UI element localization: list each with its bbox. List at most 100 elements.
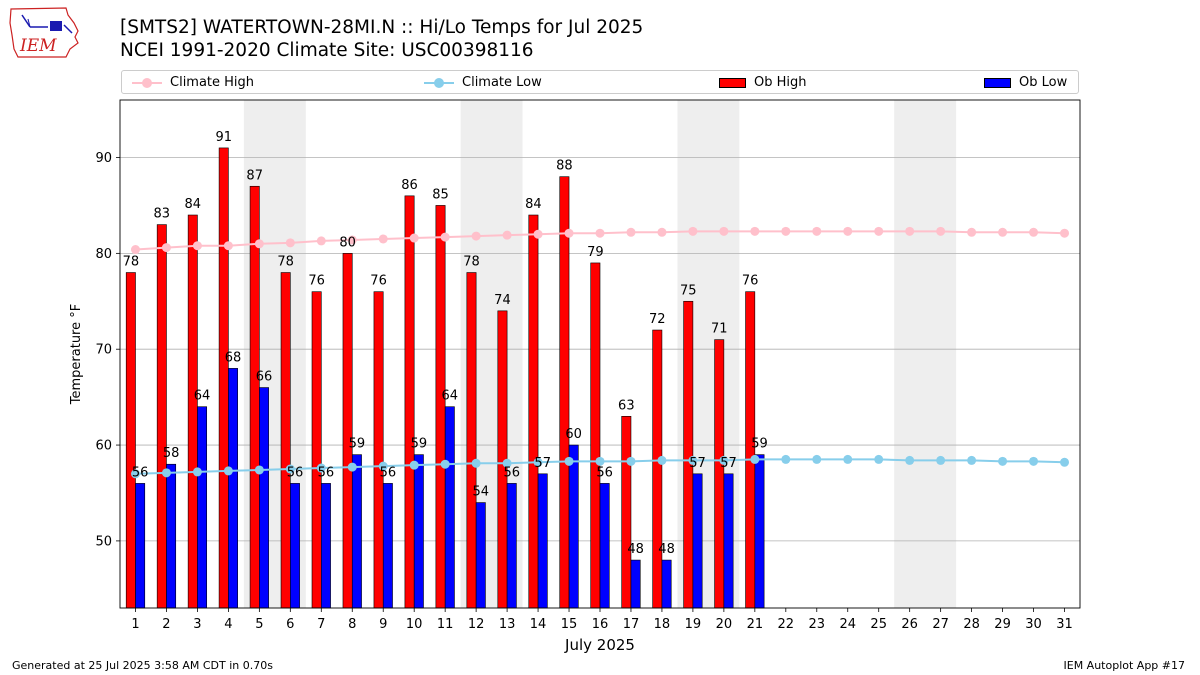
y-tick-label: 70 — [95, 343, 112, 358]
climate-low-point — [130, 469, 140, 479]
y-tick-label: 60 — [95, 439, 112, 454]
data-label-ob-low: 57 — [689, 456, 706, 471]
data-label-ob-high: 63 — [618, 398, 635, 413]
x-tick-label: 13 — [499, 617, 516, 632]
data-label-ob-low: 57 — [720, 456, 737, 471]
x-tick-label: 28 — [963, 617, 980, 632]
climate-low-point — [440, 459, 450, 469]
data-label-ob-low: 56 — [318, 465, 335, 480]
bar-ob-low — [568, 444, 579, 609]
data-label-ob-high: 86 — [401, 178, 418, 193]
bar-ob-low — [166, 463, 177, 609]
climate-low-point — [719, 455, 729, 465]
x-tick-label: 3 — [193, 617, 201, 632]
data-label-ob-high: 87 — [246, 168, 263, 183]
climate-high-point — [781, 226, 791, 236]
x-tick-label: 2 — [162, 617, 170, 632]
bar-ob-low — [506, 483, 517, 609]
generated-timestamp: Generated at 25 Jul 2025 3:58 AM CDT in … — [12, 659, 273, 672]
climate-low-point — [192, 467, 202, 477]
legend-ob-high-label: Ob High — [754, 75, 807, 90]
bar-ob-low — [197, 406, 208, 609]
data-label-ob-high: 75 — [680, 283, 697, 298]
x-tick-label: 31 — [1056, 617, 1073, 632]
climate-low-point — [936, 455, 946, 465]
x-tick-label: 20 — [716, 617, 733, 632]
bar-ob-low — [290, 483, 300, 609]
data-label-ob-high: 84 — [185, 197, 202, 212]
bar-ob-high — [466, 272, 477, 609]
climate-high-point — [967, 227, 977, 237]
climate-high-point — [161, 243, 171, 253]
climate-low-point — [533, 457, 543, 467]
legend-climate-high: Climate High — [132, 74, 254, 91]
bar-ob-low — [259, 387, 269, 609]
x-tick-label: 24 — [839, 617, 856, 632]
data-label-ob-high: 76 — [742, 274, 759, 289]
climate-low-point — [285, 464, 295, 474]
bar-ob-low — [351, 454, 362, 609]
climate-low-point — [812, 454, 822, 464]
data-label-ob-high: 74 — [494, 293, 511, 308]
x-tick-label: 27 — [932, 617, 949, 632]
data-label-ob-low: 66 — [256, 370, 273, 385]
bar-ob-low — [723, 473, 734, 609]
climate-low-point — [502, 458, 512, 468]
legend-ob-low-label: Ob Low — [1019, 75, 1068, 90]
climate-low-point — [967, 455, 977, 465]
bar-ob-high — [280, 272, 291, 609]
data-label-ob-low: 56 — [287, 465, 304, 480]
legend-climate-high-label: Climate High — [170, 75, 255, 90]
legend-ob-low-patch — [984, 77, 1011, 88]
chart-title: [SMTS2] WATERTOWN-28MI.N :: Hi/Lo Temps … — [120, 17, 644, 38]
climate-high-point — [688, 226, 698, 236]
data-label-ob-low: 59 — [411, 437, 428, 452]
y-tick-label: 90 — [95, 151, 112, 166]
climate-high-point — [750, 226, 760, 236]
legend-climate-low: Climate Low — [424, 74, 542, 91]
data-label-ob-high: 78 — [123, 255, 140, 270]
bar-ob-low — [754, 454, 765, 609]
climate-high-point — [378, 234, 388, 244]
climate-low-point — [595, 456, 605, 466]
climate-low-point — [316, 463, 326, 473]
x-tick-label: 30 — [1025, 617, 1042, 632]
climate-high-point — [1029, 227, 1039, 237]
data-label-ob-high: 83 — [154, 207, 171, 222]
x-tick-label: 7 — [317, 617, 325, 632]
data-label-ob-high: 85 — [432, 187, 449, 202]
climate-low-point — [1060, 457, 1070, 467]
climate-low-point — [626, 456, 636, 466]
bar-ob-high — [435, 205, 446, 609]
data-label-ob-high: 80 — [339, 235, 356, 250]
climate-high-point — [843, 226, 853, 236]
data-label-ob-low: 56 — [503, 465, 520, 480]
x-tick-label: 6 — [286, 617, 294, 632]
climate-low-point — [409, 460, 419, 470]
data-label-ob-high: 76 — [370, 274, 387, 289]
bar-ob-low — [413, 454, 424, 609]
bar-ob-high — [404, 195, 415, 609]
data-label-ob-low: 68 — [225, 350, 242, 365]
x-tick-label: 17 — [623, 617, 640, 632]
climate-low-point — [254, 465, 264, 475]
bar-ob-low — [537, 473, 548, 609]
x-axis-label: July 2025 — [564, 636, 635, 654]
climate-high-point — [285, 238, 295, 248]
data-label-ob-high: 76 — [308, 274, 325, 289]
climate-high-point — [223, 241, 233, 251]
x-tick-label: 29 — [994, 617, 1011, 632]
data-label-ob-low: 58 — [163, 446, 180, 461]
legend-ob-low: Ob Low — [984, 74, 1067, 91]
x-tick-label: 18 — [654, 617, 671, 632]
y-tick-label: 50 — [95, 534, 112, 549]
x-tick-label: 1 — [131, 617, 139, 632]
y-axis-label: Temperature °F — [69, 304, 84, 405]
climate-low-point — [223, 466, 233, 476]
climate-high-point — [905, 226, 915, 236]
bar-ob-low — [630, 559, 641, 609]
bar-ob-high — [373, 291, 384, 609]
chart-subtitle: NCEI 1991-2020 Climate Site: USC00398116 — [120, 40, 534, 61]
climate-high-point — [626, 227, 636, 237]
